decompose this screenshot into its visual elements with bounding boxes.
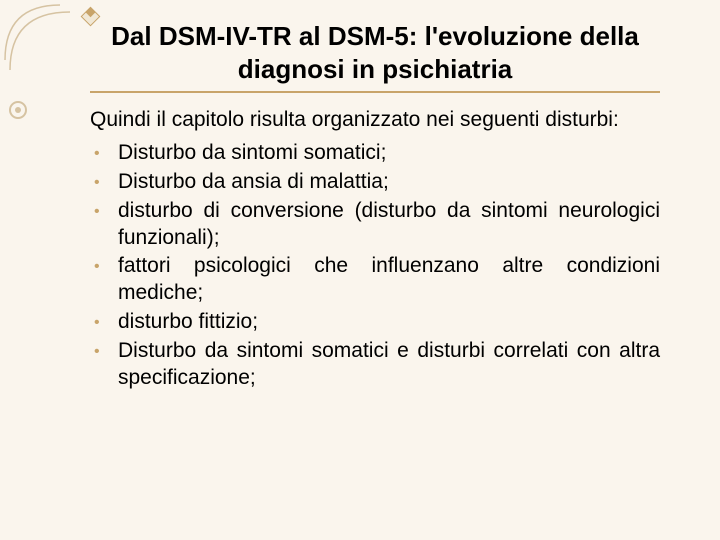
- list-item-text: Disturbo da sintomi somatici;: [118, 141, 386, 164]
- slide-content: Dal DSM-IV-TR al DSM-5: l'evoluzione del…: [0, 0, 720, 414]
- list-item: disturbo fittizio;: [90, 309, 660, 336]
- list-item: fattori psicologici che influenzano altr…: [90, 253, 660, 307]
- list-item: Disturbo da sintomi somatici e disturbi …: [90, 338, 660, 392]
- list-item: Disturbo da ansia di malattia;: [90, 169, 660, 196]
- intro-text: Quindi il capitolo risulta organizzato n…: [90, 107, 660, 134]
- list-item-text: fattori psicologici che influenzano altr…: [118, 254, 660, 304]
- list-item-text: Disturbo da ansia di malattia;: [118, 170, 389, 193]
- list-item-text: disturbo fittizio;: [118, 310, 258, 333]
- slide-title: Dal DSM-IV-TR al DSM-5: l'evoluzione del…: [90, 20, 660, 93]
- list-item-text: Disturbo da sintomi somatici e disturbi …: [118, 338, 660, 392]
- bullet-list: Disturbo da sintomi somatici; Disturbo d…: [90, 140, 660, 392]
- list-item: Disturbo da sintomi somatici;: [90, 140, 660, 167]
- list-item-text: disturbo di conversione (disturbo da sin…: [118, 199, 660, 249]
- list-item: disturbo di conversione (disturbo da sin…: [90, 198, 660, 252]
